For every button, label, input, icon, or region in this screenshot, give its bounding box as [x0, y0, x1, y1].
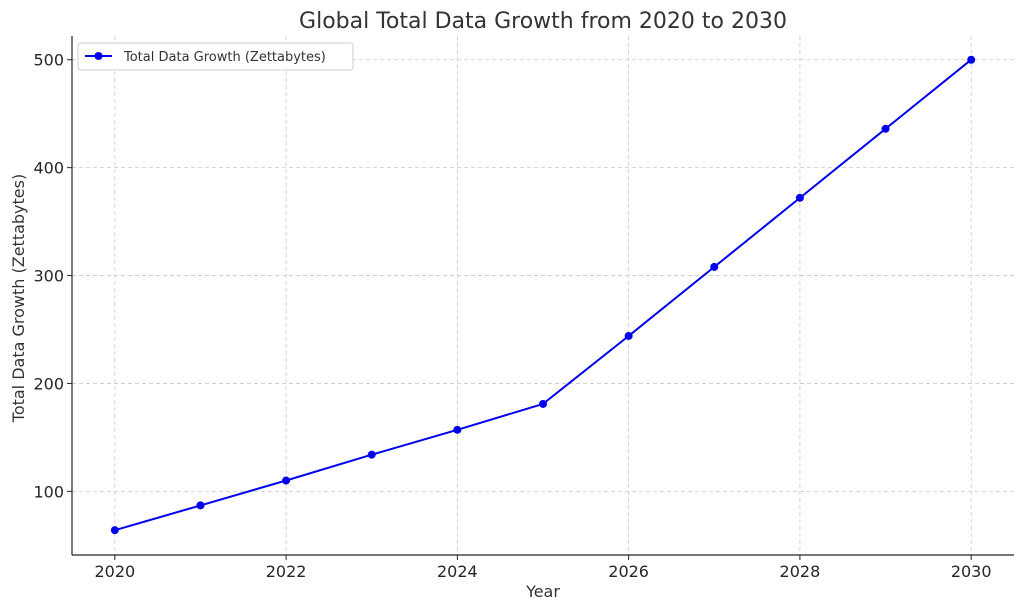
legend-marker [94, 52, 103, 60]
x-tick-label: 2030 [951, 562, 992, 581]
series-line [114, 58, 972, 532]
data-point [795, 193, 804, 202]
data-point [196, 501, 205, 510]
legend: Total Data Growth (Zettabytes) [77, 42, 354, 71]
x-tick-label: 2022 [266, 562, 307, 581]
data-point [110, 526, 119, 535]
data-point [453, 425, 462, 434]
legend-box [77, 42, 354, 71]
x-tick-label: 2028 [780, 562, 821, 581]
data-point [539, 399, 547, 408]
chart-title: Global Total Data Growth from 2020 to 20… [299, 9, 787, 34]
y-tick-label: 300 [33, 267, 64, 286]
y-tick-label: 400 [33, 159, 64, 178]
y-tick-label: 500 [33, 51, 64, 70]
x-tick-label: 2024 [437, 562, 478, 581]
data-point [710, 262, 719, 271]
data-point [881, 124, 890, 133]
data-point [967, 55, 976, 64]
data-point [282, 476, 291, 485]
x-tick-label: 2026 [608, 562, 649, 581]
data-point [624, 331, 633, 340]
y-axis-label: Total Data Growth (Zettabytes) [9, 174, 28, 423]
legend-label: Total Data Growth (Zettabytes) [123, 50, 326, 65]
x-tick-label: 2020 [94, 562, 135, 581]
axes [71, 36, 1014, 556]
grid [72, 36, 1014, 555]
y-tick-label: 100 [33, 482, 64, 501]
y-tick-label: 200 [33, 374, 64, 393]
y-axis-ticks: 100 200 300 400 500 [33, 51, 72, 501]
series-layer [110, 55, 976, 535]
x-axis-ticks: 2020 2022 2024 2026 2028 2030 [94, 555, 992, 581]
x-axis-label: Year [525, 582, 560, 601]
data-point [367, 450, 376, 459]
